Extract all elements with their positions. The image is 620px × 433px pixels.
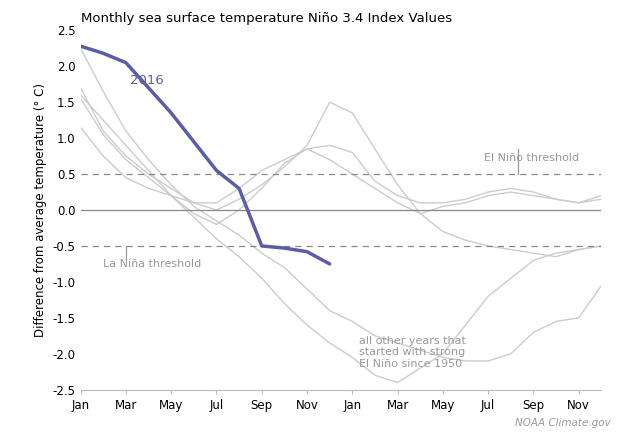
Text: El Niño threshold: El Niño threshold (484, 153, 579, 163)
Text: La Niña threshold: La Niña threshold (104, 259, 202, 269)
Y-axis label: Difference from average temperature (° C): Difference from average temperature (° C… (34, 83, 47, 337)
Text: Monthly sea surface temperature Niño 3.4 Index Values: Monthly sea surface temperature Niño 3.4… (81, 12, 452, 25)
Text: all other years that
started with strong
El Niño since 1950: all other years that started with strong… (359, 336, 466, 369)
Text: 2016: 2016 (130, 74, 164, 87)
Text: NOAA Climate.gov: NOAA Climate.gov (515, 418, 611, 428)
